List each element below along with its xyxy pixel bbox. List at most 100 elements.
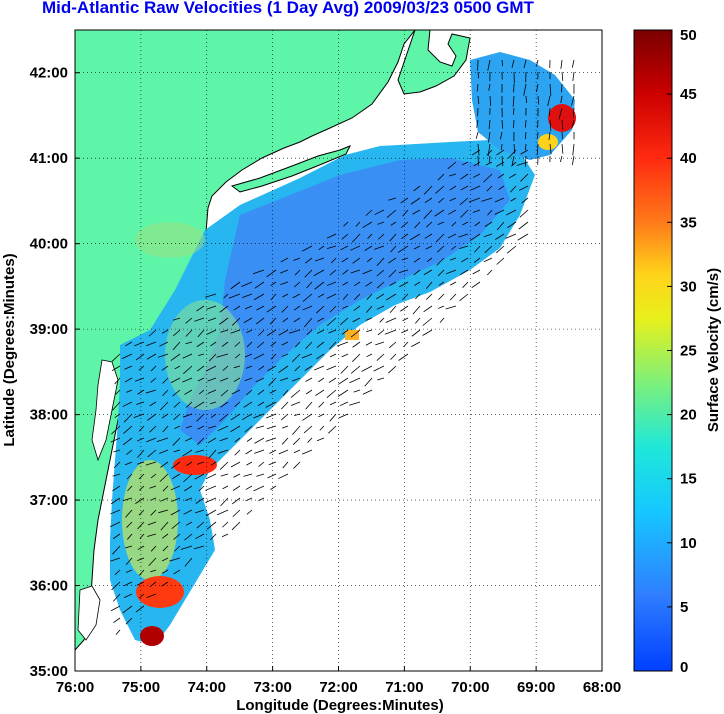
velocity-arrow (173, 533, 181, 540)
velocity-arrow (159, 449, 169, 454)
velocity-arrow (267, 365, 277, 372)
x-tick-label: 70:00 (451, 679, 489, 696)
velocity-arrow (305, 389, 313, 395)
velocity-arrow (265, 401, 277, 408)
velocity-arrow (184, 497, 193, 501)
velocity-arrow (124, 365, 133, 370)
velocity-arrow (340, 365, 349, 374)
velocity-arrow (362, 269, 373, 275)
velocity-arrow (290, 389, 301, 398)
velocity-arrow (317, 293, 325, 298)
velocity-arrow (340, 245, 349, 251)
velocity-arrow (266, 425, 277, 430)
velocity-arrow (219, 377, 229, 382)
velocity-arrow (536, 59, 539, 66)
velocity-arrow (231, 389, 241, 395)
velocity-arrow (150, 377, 157, 383)
velocity-arrow (173, 449, 181, 453)
velocity-arrow (220, 473, 229, 477)
velocity-arrow (136, 401, 145, 405)
velocity-arrow (316, 353, 325, 360)
velocity-arrow (537, 95, 540, 105)
velocity-arrow (122, 401, 133, 407)
velocity-arrow (231, 497, 241, 505)
velocity-arrow (367, 233, 373, 239)
colorbar-tick-label: 25 (680, 343, 697, 360)
velocity-arrow (501, 119, 504, 129)
y-tick-label: 36:00 (30, 578, 68, 595)
velocity-arrow (291, 353, 301, 363)
velocity-arrow (377, 221, 385, 225)
velocity-arrow (256, 317, 265, 325)
velocity-arrow (483, 257, 493, 263)
y-tick-label: 35:00 (30, 663, 68, 680)
velocity-arrow (548, 131, 551, 141)
velocity-arrow (257, 389, 265, 395)
velocity-arrow (305, 257, 313, 264)
velocity-arrow (385, 317, 397, 323)
velocity-arrow (326, 365, 337, 371)
velocity-arrow (254, 281, 265, 289)
velocity-arrow (122, 437, 133, 446)
velocity-arrow (170, 353, 181, 361)
velocity-arrow (206, 521, 217, 530)
velocity-arrow (233, 305, 241, 311)
velocity-arrow (413, 257, 421, 263)
velocity-arrow (149, 425, 157, 433)
velocity-arrow (571, 59, 575, 68)
velocity-arrow (426, 293, 433, 300)
velocity-arrow (147, 449, 157, 458)
velocity-arrow (438, 293, 445, 300)
velocity-arrow (304, 269, 313, 278)
velocity-arrow (571, 95, 575, 106)
velocity-arrow (137, 557, 145, 561)
velocity-arrow (195, 509, 205, 514)
velocity-arrow (460, 209, 469, 218)
velocity-arrow (314, 257, 325, 262)
velocity-arrow (232, 509, 241, 518)
velocity-arrow (437, 305, 445, 309)
velocity-arrow (364, 245, 373, 251)
velocity-arrow (316, 329, 325, 334)
velocity-arrow (172, 473, 181, 480)
x-axis-ticks: 76:00 75:00 74:00 73:00 72:00 71:00 70:00 69:00… (56, 666, 621, 696)
colorbar (633, 29, 673, 672)
velocity-arrow (292, 293, 301, 299)
velocity-arrow (388, 197, 397, 201)
velocity-arrow (374, 209, 385, 215)
velocity-arrow (353, 389, 361, 393)
velocity-arrow (523, 83, 527, 96)
velocity-arrow (221, 341, 229, 347)
velocity-arrow (137, 521, 145, 530)
velocity-arrow (162, 425, 169, 433)
velocity-arrow (436, 257, 445, 266)
velocity-arrow (487, 59, 491, 71)
velocity-arrow (547, 95, 551, 107)
velocity-arrow (207, 437, 217, 444)
velocity-arrow (292, 425, 301, 435)
velocity-arrow (337, 389, 349, 397)
velocity-arrow (145, 461, 157, 466)
velocity-arrow (462, 161, 469, 166)
velocity-arrow (328, 377, 337, 383)
velocity-arrow (241, 413, 253, 421)
velocity-arrow (112, 473, 121, 477)
velocity-arrow (486, 149, 493, 156)
velocity-arrow (302, 449, 313, 455)
velocity-arrow (280, 281, 289, 286)
velocity-arrow (162, 485, 169, 492)
velocity-arrow (217, 425, 229, 432)
velocity-arrow (328, 425, 337, 434)
velocity-arrow (318, 401, 325, 408)
velocity-arrow (258, 365, 265, 371)
velocity-arrow (234, 341, 241, 347)
velocity-arrow (497, 173, 505, 179)
velocity-arrow (266, 269, 277, 278)
velocity-arrow (390, 245, 397, 253)
velocity-arrow (401, 257, 409, 261)
velocity-arrow (355, 221, 361, 227)
velocity-arrow (561, 143, 564, 154)
velocity-arrow (147, 413, 157, 421)
velocity-arrow (205, 293, 217, 298)
velocity-arrow (169, 557, 181, 562)
